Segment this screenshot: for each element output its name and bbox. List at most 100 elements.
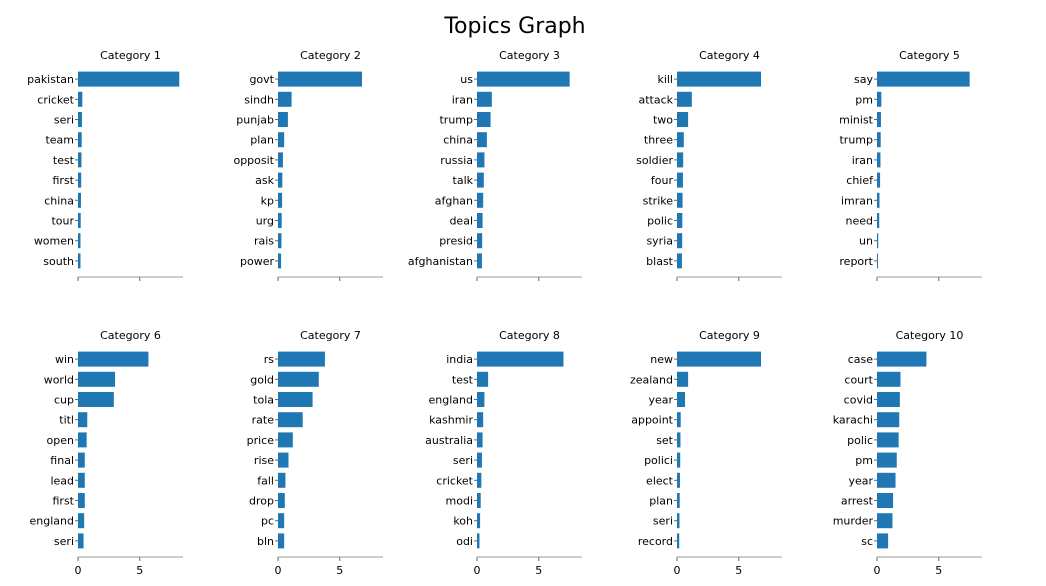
bar-koh bbox=[477, 513, 481, 529]
bar-seri bbox=[477, 452, 482, 468]
category-label: tour bbox=[51, 215, 74, 228]
category-label: karachi bbox=[833, 414, 873, 427]
bar-two bbox=[677, 112, 689, 127]
category-label: imran bbox=[841, 194, 873, 207]
bar-pc bbox=[278, 513, 285, 529]
x-tick-label: 5 bbox=[336, 564, 343, 577]
bar-presid bbox=[477, 233, 483, 249]
bar-strike bbox=[677, 192, 683, 208]
category-label: new bbox=[650, 353, 673, 366]
category-label: record bbox=[638, 535, 673, 548]
bar-urg bbox=[278, 213, 282, 228]
panel-3: Category 3 us iran trump china russia talk afgh… bbox=[408, 49, 582, 281]
bar-year bbox=[677, 392, 686, 407]
category-label: us bbox=[460, 73, 473, 86]
category-label: four bbox=[651, 174, 674, 187]
bar-cricket bbox=[78, 91, 83, 107]
bar-ask bbox=[278, 172, 283, 188]
bar-polic bbox=[677, 213, 683, 228]
category-label: presid bbox=[439, 235, 473, 248]
bar-karachi bbox=[877, 412, 900, 428]
bar-court bbox=[877, 371, 901, 387]
x-tick-label: 5 bbox=[735, 564, 742, 577]
bar-test bbox=[477, 371, 489, 387]
panel-title: Category 2 bbox=[300, 49, 361, 62]
category-label: test bbox=[53, 154, 75, 167]
category-label: south bbox=[43, 255, 74, 268]
category-label: modi bbox=[446, 495, 473, 508]
bar-england bbox=[78, 513, 85, 529]
bar-odi bbox=[477, 533, 480, 549]
bar-four bbox=[677, 172, 683, 188]
category-label: chief bbox=[846, 174, 874, 187]
bar-govt bbox=[278, 71, 362, 87]
category-label: world bbox=[44, 373, 74, 386]
bar-trump bbox=[477, 112, 491, 127]
bar-india bbox=[477, 351, 564, 367]
bar-rate bbox=[278, 412, 303, 428]
bar-cricket bbox=[477, 472, 482, 488]
panel-title: Category 10 bbox=[896, 329, 964, 342]
bar-arrest bbox=[877, 493, 894, 508]
bar-cup bbox=[78, 392, 114, 407]
category-label: kashmir bbox=[429, 414, 473, 427]
bar-murder bbox=[877, 513, 893, 529]
bar-imran bbox=[877, 192, 880, 208]
x-tick-label: 5 bbox=[136, 564, 143, 577]
bar-us bbox=[477, 71, 570, 87]
category-label: say bbox=[854, 73, 873, 86]
bar-opposit bbox=[278, 152, 283, 168]
category-label: lead bbox=[50, 474, 74, 487]
bar-kp bbox=[278, 192, 283, 208]
category-label: three bbox=[644, 134, 673, 147]
category-label: pm bbox=[855, 93, 873, 106]
bar-attack bbox=[677, 91, 692, 107]
bar-gold bbox=[278, 371, 319, 387]
category-label: australia bbox=[425, 434, 473, 447]
category-label: seri bbox=[453, 454, 473, 467]
category-label: afghan bbox=[435, 194, 473, 207]
bar-syria bbox=[677, 233, 683, 249]
bar-seri bbox=[677, 513, 680, 529]
category-label: iran bbox=[452, 93, 473, 106]
bar-first bbox=[78, 493, 85, 508]
bar-pakistan bbox=[78, 71, 180, 87]
category-label: titl bbox=[59, 414, 74, 427]
category-label: seri bbox=[54, 535, 74, 548]
category-label: rs bbox=[264, 353, 275, 366]
bar-un bbox=[877, 233, 879, 249]
category-label: blast bbox=[646, 255, 674, 268]
category-label: report bbox=[839, 255, 873, 268]
category-label: talk bbox=[453, 174, 474, 187]
panel-10: Category 10 case court covid karachi polic pm y… bbox=[833, 329, 982, 577]
bar-plan bbox=[278, 132, 285, 148]
bar-deal bbox=[477, 213, 483, 228]
panel-title: Category 4 bbox=[699, 49, 760, 62]
category-label: set bbox=[656, 434, 673, 447]
category-label: sindh bbox=[244, 93, 274, 106]
category-label: plan bbox=[250, 134, 274, 147]
bar-tour bbox=[78, 213, 81, 228]
bar-appoint bbox=[677, 412, 681, 428]
bar-win bbox=[78, 351, 149, 367]
category-label: case bbox=[848, 353, 874, 366]
panel-6: Category 6 win world cup titl open final lead fi… bbox=[30, 329, 183, 577]
category-label: sc bbox=[861, 535, 873, 548]
category-label: opposit bbox=[233, 154, 274, 167]
category-label: drop bbox=[249, 495, 274, 508]
category-label: year bbox=[848, 474, 873, 487]
bar-chief bbox=[877, 172, 881, 188]
category-label: punjab bbox=[236, 114, 274, 127]
bar-pm bbox=[877, 452, 897, 468]
category-label: women bbox=[34, 235, 74, 248]
category-label: govt bbox=[249, 73, 274, 86]
bar-australia bbox=[477, 432, 483, 448]
bar-report bbox=[877, 253, 878, 269]
panel-9: Category 9 new zealand year appoint set polici… bbox=[630, 329, 782, 577]
x-tick-label: 0 bbox=[75, 564, 82, 577]
bar-plan bbox=[677, 493, 680, 508]
bar-pm bbox=[877, 91, 882, 107]
category-label: india bbox=[446, 353, 473, 366]
chart-title: Topics Graph bbox=[443, 14, 585, 39]
bar-price bbox=[278, 432, 293, 448]
